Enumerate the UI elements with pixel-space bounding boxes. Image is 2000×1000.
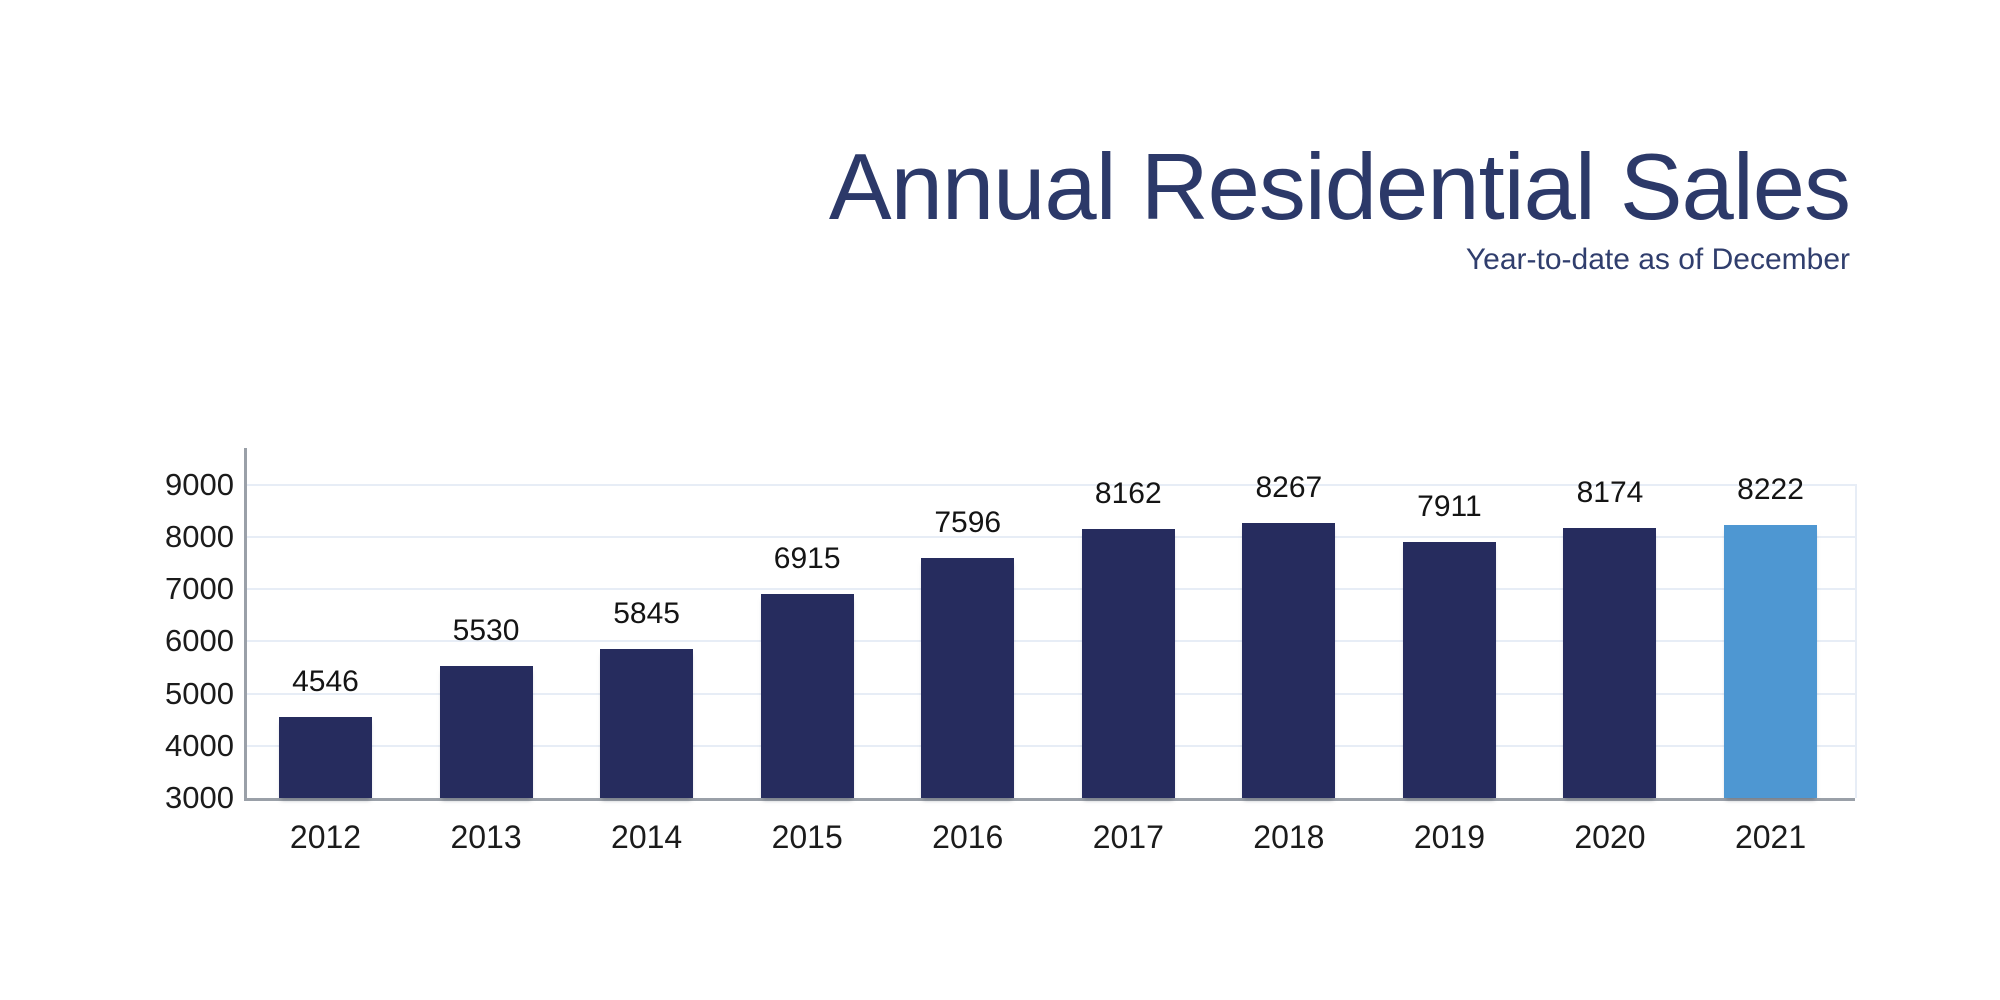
y-axis-line xyxy=(244,448,247,798)
bar-2013 xyxy=(439,665,533,798)
bar-2016 xyxy=(921,558,1015,798)
bar-2014 xyxy=(600,649,694,798)
y-tick-label-8000: 8000 xyxy=(165,519,234,554)
value-label-2012: 4546 xyxy=(292,665,359,699)
y-tick-label-4000: 4000 xyxy=(165,727,234,763)
bar-2020 xyxy=(1563,527,1657,798)
x-tick-label-2013: 2013 xyxy=(450,819,522,855)
y-tick-label-7000: 7000 xyxy=(165,571,234,607)
x-tick-label-2019: 2019 xyxy=(1413,819,1485,855)
value-label-2015: 6915 xyxy=(773,541,841,575)
gridline-5000 xyxy=(246,692,1855,695)
x-tick-label-2018: 2018 xyxy=(1253,819,1325,855)
y-tick-label-9000: 9000 xyxy=(165,466,234,502)
value-label-2013: 5530 xyxy=(452,613,520,647)
x-tick-label-2017: 2017 xyxy=(1092,819,1164,855)
chart-title: Annual Residential Sales xyxy=(828,134,1851,239)
gridline-6000 xyxy=(246,640,1855,643)
value-label-2021: 8222 xyxy=(1737,473,1804,507)
bar-2012 xyxy=(279,717,372,798)
value-label-2018: 8267 xyxy=(1255,471,1323,505)
value-label-2017: 8162 xyxy=(1094,476,1162,510)
x-tick-label-2021: 2021 xyxy=(1734,819,1807,855)
value-label-2020: 8174 xyxy=(1576,475,1644,509)
plot-right-border xyxy=(1855,483,1857,798)
x-tick-label-2020: 2020 xyxy=(1574,819,1646,855)
x-axis-line xyxy=(244,798,1855,801)
y-tick-label-3000: 3000 xyxy=(165,780,234,815)
bar-2015 xyxy=(760,593,854,798)
x-tick-label-2014: 2014 xyxy=(611,819,683,855)
x-tick-label-2015: 2015 xyxy=(771,819,843,855)
gridline-8000 xyxy=(246,536,1855,538)
bar-2018 xyxy=(1242,523,1336,798)
y-tick-label-5000: 5000 xyxy=(165,675,234,711)
bar-2021 xyxy=(1724,525,1818,798)
value-label-2019: 7911 xyxy=(1417,489,1482,523)
x-tick-label-2016: 2016 xyxy=(932,819,1004,855)
value-label-2014: 5845 xyxy=(613,597,680,631)
x-tick-label-2012: 2012 xyxy=(289,819,362,855)
value-label-2016: 7596 xyxy=(934,506,1002,540)
gridline-4000 xyxy=(246,744,1855,747)
gridline-9000 xyxy=(246,483,1855,486)
y-tick-label-6000: 6000 xyxy=(165,623,234,659)
chart-subtitle: Year-to-date as of December xyxy=(1465,243,1850,276)
gridline-7000 xyxy=(246,588,1855,591)
bar-2019 xyxy=(1402,541,1496,798)
bar-2017 xyxy=(1081,528,1175,798)
